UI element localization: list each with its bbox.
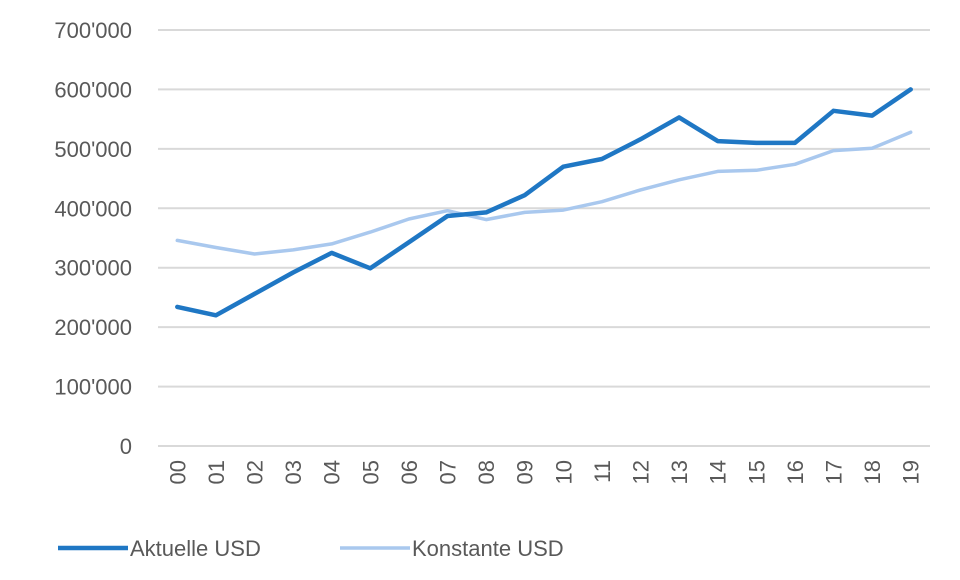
- x-tick-label: 06: [397, 460, 422, 484]
- y-tick-label: 100'000: [54, 375, 132, 400]
- y-tick-label: 600'000: [54, 77, 132, 102]
- x-tick-label: 12: [629, 460, 654, 484]
- x-tick-label: 09: [513, 460, 538, 484]
- legend-label: Konstante USD: [412, 536, 564, 561]
- grid-lines: [158, 29, 930, 447]
- x-tick-label: 14: [706, 460, 731, 484]
- x-tick-label: 13: [667, 460, 692, 484]
- y-tick-label: 200'000: [54, 315, 132, 340]
- x-tick-label: 04: [320, 460, 345, 484]
- x-tick-label: 08: [474, 460, 499, 484]
- x-tick-label: 05: [358, 460, 383, 484]
- y-tick-label: 300'000: [54, 256, 132, 281]
- x-tick-label: 01: [204, 460, 229, 484]
- x-tick-label: 10: [551, 460, 576, 484]
- y-tick-label: 0: [120, 434, 132, 459]
- x-tick-label: 07: [436, 460, 461, 484]
- x-tick-label: 00: [165, 460, 190, 484]
- x-tick-label: 03: [281, 460, 306, 484]
- x-tick-label: 17: [822, 460, 847, 484]
- y-tick-label: 400'000: [54, 196, 132, 221]
- y-tick-label: 700'000: [54, 18, 132, 43]
- legend: Aktuelle USD Konstante USD: [58, 536, 564, 561]
- series-lines: [175, 87, 913, 318]
- series-line-aktuelle-usd: [175, 87, 913, 318]
- series-line-konstante-usd: [175, 130, 913, 256]
- x-tick-label: 15: [744, 460, 769, 484]
- y-tick-label: 500'000: [54, 137, 132, 162]
- x-tick-label: 18: [860, 460, 885, 484]
- x-tick-label: 19: [899, 460, 924, 484]
- x-tick-label: 11: [590, 460, 615, 483]
- legend-label: Aktuelle USD: [130, 536, 261, 561]
- x-tick-label: 02: [243, 460, 268, 484]
- y-axis-tick-labels: 0 100'000 200'000 300'000 400'000 500'000 600'…: [54, 18, 132, 459]
- x-tick-label: 16: [783, 460, 808, 484]
- x-axis-tick-labels: 00 01 02 03 04 05 06 07 08 09 10 11 12 13 14 15 16 17 18 19: [165, 460, 923, 484]
